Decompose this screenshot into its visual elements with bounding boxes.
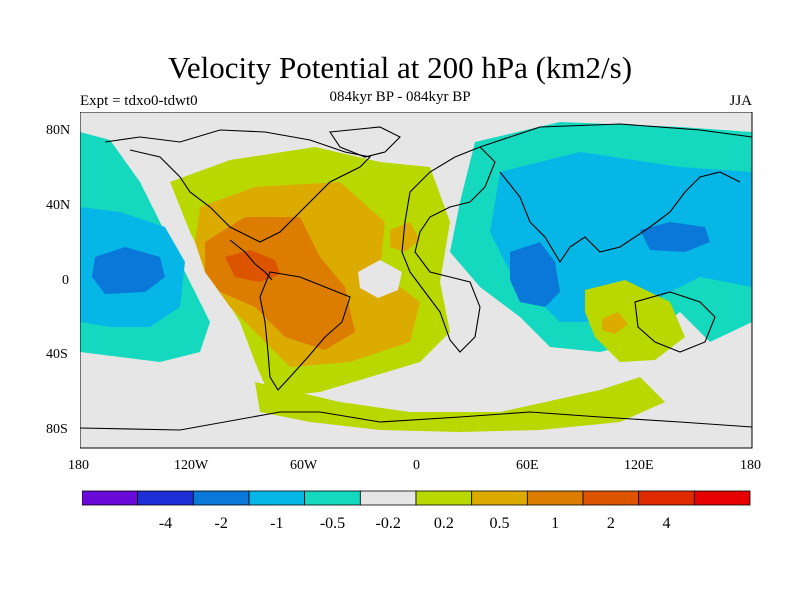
coastlines bbox=[80, 123, 753, 431]
coastline-north-america bbox=[104, 129, 372, 243]
coastline-asia bbox=[479, 123, 753, 264]
colorbar-label: 1 bbox=[551, 515, 559, 532]
colorbar-label: 2 bbox=[607, 515, 615, 532]
region-western-pacific-core bbox=[640, 222, 710, 252]
coastline-south-america bbox=[259, 271, 351, 391]
region-australia-small bbox=[602, 312, 628, 334]
colorbar-label: -0.5 bbox=[320, 515, 345, 532]
colorbar-label: -1 bbox=[270, 515, 283, 532]
colorbar-swatch bbox=[137, 490, 194, 506]
colorbar-swatch bbox=[248, 490, 306, 506]
colorbar-label: -0.2 bbox=[376, 515, 401, 532]
y-tick-label: 80N bbox=[46, 123, 71, 138]
map-fill-layer bbox=[80, 112, 752, 448]
experiment-label: Expt = tdxo0-tdwt0 bbox=[80, 93, 198, 109]
colorbar-swatch bbox=[359, 490, 417, 506]
region-indian-ocean-core bbox=[510, 242, 560, 307]
colorbar-swatch bbox=[471, 490, 528, 506]
coastline-antarctica bbox=[80, 411, 753, 431]
y-tick-label: 40N bbox=[46, 198, 71, 213]
colorbar-label: -2 bbox=[215, 515, 228, 532]
region-atlantic-small-blob bbox=[390, 222, 420, 252]
x-tick-label: 60W bbox=[290, 458, 318, 473]
colorbar-label: 0.5 bbox=[490, 515, 510, 532]
colorbar-label: -4 bbox=[159, 515, 172, 532]
region-australia-south bbox=[585, 280, 685, 362]
colorbar-label: 4 bbox=[663, 515, 671, 532]
coastline-central-america bbox=[229, 239, 273, 281]
colorbar-swatch bbox=[415, 490, 473, 506]
region-atlantic-hole bbox=[358, 260, 402, 298]
season-label: JJA bbox=[729, 93, 752, 109]
period-label: 084kyr BP - 084kyr BP bbox=[329, 89, 471, 105]
colorbar-swatch bbox=[82, 490, 139, 506]
colorbar-swatch bbox=[638, 490, 695, 506]
x-tick-label: 180 bbox=[68, 458, 89, 473]
x-tick-label: 120W bbox=[174, 458, 209, 473]
region-central-pacific-low bbox=[92, 247, 165, 294]
coastline-greenland bbox=[329, 126, 401, 158]
coastline-australia bbox=[634, 291, 716, 353]
x-tick-label: 120E bbox=[624, 458, 654, 473]
colorbar: -4 -2 -1 -0.5 -0.2 0.2 0.5 1 2 4 bbox=[82, 490, 751, 532]
y-tick-label: 40S bbox=[46, 347, 68, 362]
x-tick-label: 180 bbox=[740, 458, 761, 473]
x-tick-label: 0 bbox=[413, 458, 420, 473]
colorbar-label: 0.2 bbox=[434, 515, 454, 532]
coastline-europe-africa bbox=[401, 146, 496, 353]
map-title: Velocity Potential at 200 hPa (km2/s) bbox=[167, 50, 633, 85]
map-plot bbox=[80, 112, 753, 449]
colorbar-swatch bbox=[693, 490, 751, 506]
colorbar-swatch bbox=[192, 490, 250, 506]
colorbar-swatch bbox=[304, 490, 361, 506]
map-frame bbox=[80, 112, 753, 449]
colorbar-swatch bbox=[526, 490, 584, 506]
y-tick-label: 0 bbox=[62, 273, 69, 288]
y-tick-label: 80S bbox=[46, 422, 68, 437]
colorbar-swatch bbox=[582, 490, 640, 506]
x-tick-label: 60E bbox=[516, 458, 539, 473]
